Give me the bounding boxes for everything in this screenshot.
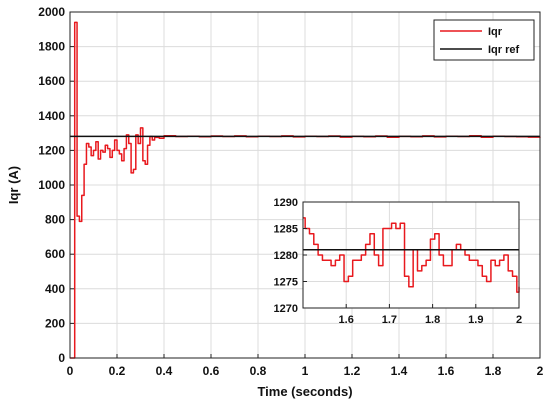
main-x-tick-label: 1 [302, 364, 309, 378]
main-y-tick-label: 1400 [38, 109, 65, 123]
main-y-tick-label: 1200 [38, 143, 65, 157]
main-y-tick-label: 1600 [38, 74, 65, 88]
main-x-tick-label: 1.2 [344, 364, 361, 378]
inset-x-tick-label: 1.9 [468, 314, 483, 326]
legend-label-iqr-ref: Iqr ref [488, 44, 520, 56]
inset-series [303, 217, 520, 293]
legend: Iqr Iqr ref [433, 19, 535, 61]
main-y-tick-label: 2000 [38, 5, 65, 19]
main-x-tick-label: 1.4 [391, 364, 408, 378]
inset-axes: 1.6 1.7 1.8 1.9 2 1270 1275 1280 1285 1290 [274, 197, 523, 326]
main-y-tick-label: 1800 [38, 40, 65, 54]
inset-y-tick-label: 1285 [274, 224, 298, 236]
main-x-tick-label: 0.8 [250, 364, 267, 378]
inset-x-tick-label: 1.8 [425, 314, 440, 326]
inset-y-ticks: 1270 1275 1280 1285 1290 [274, 197, 307, 315]
inset-series-iqr [303, 217, 520, 293]
inset-y-tick-label: 1290 [274, 197, 298, 209]
main-y-tick-label: 1000 [38, 178, 65, 192]
main-x-tick-label: 2 [537, 364, 544, 378]
y-axis-label: Iqr (A) [6, 166, 21, 204]
inset-x-tick-label: 2 [516, 314, 522, 326]
main-x-tick-label: 0.4 [156, 364, 173, 378]
inset-y-tick-label: 1280 [274, 250, 298, 262]
legend-label-iqr: Iqr [488, 26, 503, 38]
main-y-ticks: 0 200 400 600 800 1000 1200 1400 1600 1800 2000 [38, 5, 74, 365]
main-x-tick-label: 1.8 [485, 364, 502, 378]
main-y-tick-label: 600 [45, 247, 65, 261]
main-y-tick-label: 400 [45, 282, 65, 296]
legend-box [433, 19, 535, 61]
main-series [70, 21, 541, 359]
inset-x-tick-label: 1.7 [382, 314, 397, 326]
main-x-ticks: 0 0.2 0.4 0.6 0.8 1 1.2 1.4 1.6 1.8 2 [67, 354, 544, 378]
main-x-tick-label: 0 [67, 364, 74, 378]
main-x-tick-label: 1.6 [438, 364, 455, 378]
main-x-tick-label: 0.6 [203, 364, 220, 378]
inset-y-tick-label: 1270 [274, 303, 298, 315]
main-y-tick-label: 200 [45, 316, 65, 330]
inset-y-tick-label: 1275 [274, 277, 298, 289]
x-axis-label: Time (seconds) [257, 384, 352, 399]
main-y-tick-label: 0 [58, 351, 65, 365]
inset-x-tick-label: 1.6 [339, 314, 354, 326]
main-x-tick-label: 0.2 [109, 364, 126, 378]
inset-x-ticks: 1.6 1.7 1.8 1.9 2 [339, 304, 522, 326]
main-y-tick-label: 800 [45, 213, 65, 227]
